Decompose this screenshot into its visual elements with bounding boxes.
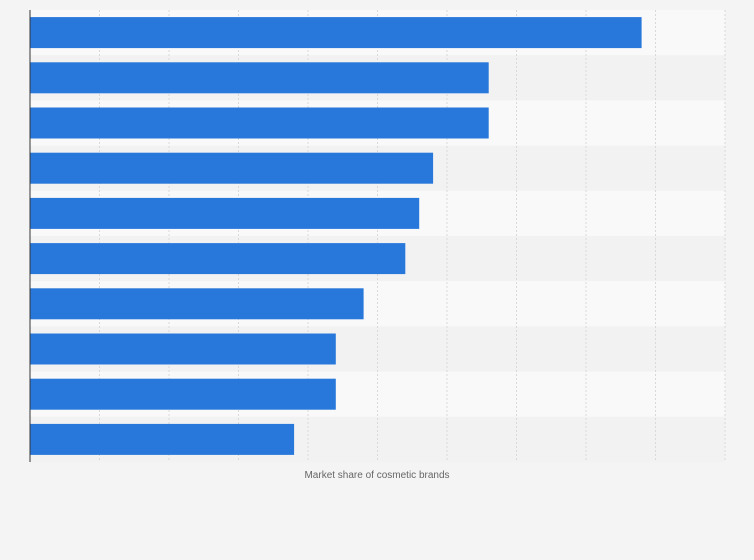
bar (30, 152, 434, 184)
bar (30, 378, 336, 410)
bars (30, 17, 642, 455)
bar (30, 333, 336, 365)
bar (30, 423, 295, 455)
bar (30, 243, 406, 275)
x-axis-title: Market share of cosmetic brands (304, 470, 449, 481)
bar (30, 288, 364, 320)
bar (30, 62, 489, 94)
bar (30, 107, 489, 139)
bar (30, 17, 642, 49)
bar (30, 197, 420, 229)
